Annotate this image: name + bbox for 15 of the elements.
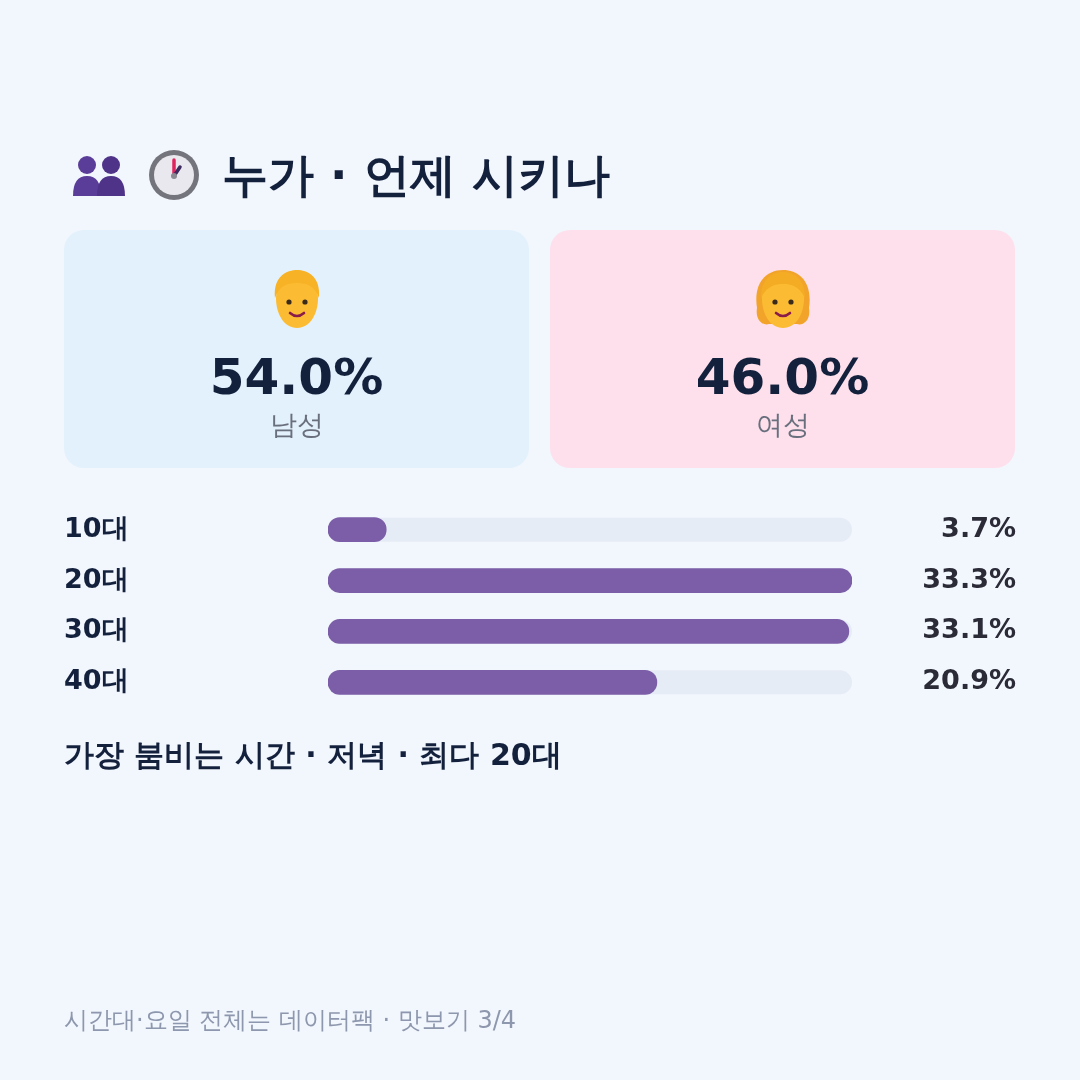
data-label: 3.7%: [941, 511, 1016, 543]
y-tick-label: 40대: [64, 664, 129, 696]
y-tick-label: 10대: [64, 511, 129, 543]
text: 시간대·요일 전체는 데이터팩 · 맛보기 3/4: [64, 1005, 517, 1036]
text: 여성: [754, 408, 811, 442]
data-label: 33.3%: [922, 562, 1016, 594]
data-label: 20.9%: [922, 664, 1016, 696]
y-tick-label: 30대: [64, 613, 129, 645]
y-tick-label: 20대: [64, 562, 129, 594]
text: 남성: [268, 408, 325, 442]
text: 가장 붐비는 시간 · 저녁 · 최다 20대: [64, 736, 563, 774]
data-label: 33.1%: [922, 613, 1016, 645]
text: 54.0%: [208, 347, 385, 407]
text: 46.0%: [694, 347, 871, 407]
text: 누가 · 언제 시키나: [222, 147, 610, 204]
